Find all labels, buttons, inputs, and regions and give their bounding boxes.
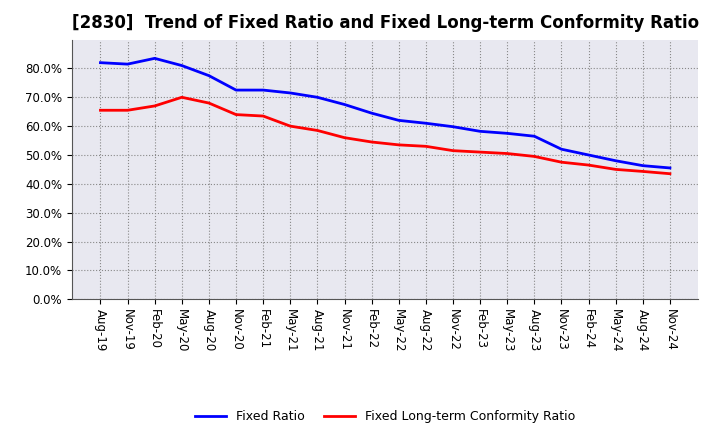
Fixed Long-term Conformity Ratio <box>639 169 647 174</box>
Fixed Ratio <box>204 73 213 78</box>
Fixed Long-term Conformity Ratio <box>150 103 159 109</box>
Line: Fixed Long-term Conformity Ratio: Fixed Long-term Conformity Ratio <box>101 97 670 174</box>
Fixed Long-term Conformity Ratio <box>204 100 213 106</box>
Fixed Ratio <box>665 165 674 171</box>
Fixed Ratio <box>503 131 511 136</box>
Fixed Long-term Conformity Ratio <box>611 167 620 172</box>
Fixed Long-term Conformity Ratio <box>259 114 268 119</box>
Fixed Long-term Conformity Ratio <box>313 128 322 133</box>
Fixed Long-term Conformity Ratio <box>449 148 457 153</box>
Fixed Ratio <box>232 88 240 93</box>
Fixed Long-term Conformity Ratio <box>96 108 105 113</box>
Fixed Ratio <box>286 90 294 95</box>
Fixed Ratio <box>557 147 566 152</box>
Fixed Ratio <box>421 121 430 126</box>
Fixed Ratio <box>313 95 322 100</box>
Fixed Long-term Conformity Ratio <box>530 154 539 159</box>
Fixed Ratio <box>178 63 186 68</box>
Fixed Long-term Conformity Ratio <box>476 150 485 155</box>
Fixed Long-term Conformity Ratio <box>584 162 593 168</box>
Fixed Long-term Conformity Ratio <box>367 139 376 145</box>
Fixed Ratio <box>259 88 268 93</box>
Fixed Ratio <box>530 134 539 139</box>
Fixed Ratio <box>476 128 485 134</box>
Fixed Ratio <box>584 152 593 158</box>
Fixed Ratio <box>611 158 620 163</box>
Fixed Long-term Conformity Ratio <box>421 144 430 149</box>
Fixed Ratio <box>367 110 376 116</box>
Fixed Ratio <box>341 102 349 107</box>
Fixed Long-term Conformity Ratio <box>123 108 132 113</box>
Fixed Ratio <box>96 60 105 65</box>
Fixed Long-term Conformity Ratio <box>665 171 674 176</box>
Line: Fixed Ratio: Fixed Ratio <box>101 59 670 168</box>
Fixed Ratio <box>150 56 159 61</box>
Fixed Long-term Conformity Ratio <box>232 112 240 117</box>
Fixed Long-term Conformity Ratio <box>341 135 349 140</box>
Fixed Long-term Conformity Ratio <box>503 151 511 156</box>
Fixed Long-term Conformity Ratio <box>557 160 566 165</box>
Fixed Ratio <box>395 118 403 123</box>
Fixed Ratio <box>639 163 647 168</box>
Title: [2830]  Trend of Fixed Ratio and Fixed Long-term Conformity Ratio: [2830] Trend of Fixed Ratio and Fixed Lo… <box>71 15 699 33</box>
Legend: Fixed Ratio, Fixed Long-term Conformity Ratio: Fixed Ratio, Fixed Long-term Conformity … <box>190 405 580 428</box>
Fixed Ratio <box>449 124 457 129</box>
Fixed Long-term Conformity Ratio <box>395 142 403 147</box>
Fixed Long-term Conformity Ratio <box>286 124 294 129</box>
Fixed Long-term Conformity Ratio <box>178 95 186 100</box>
Fixed Ratio <box>123 62 132 67</box>
